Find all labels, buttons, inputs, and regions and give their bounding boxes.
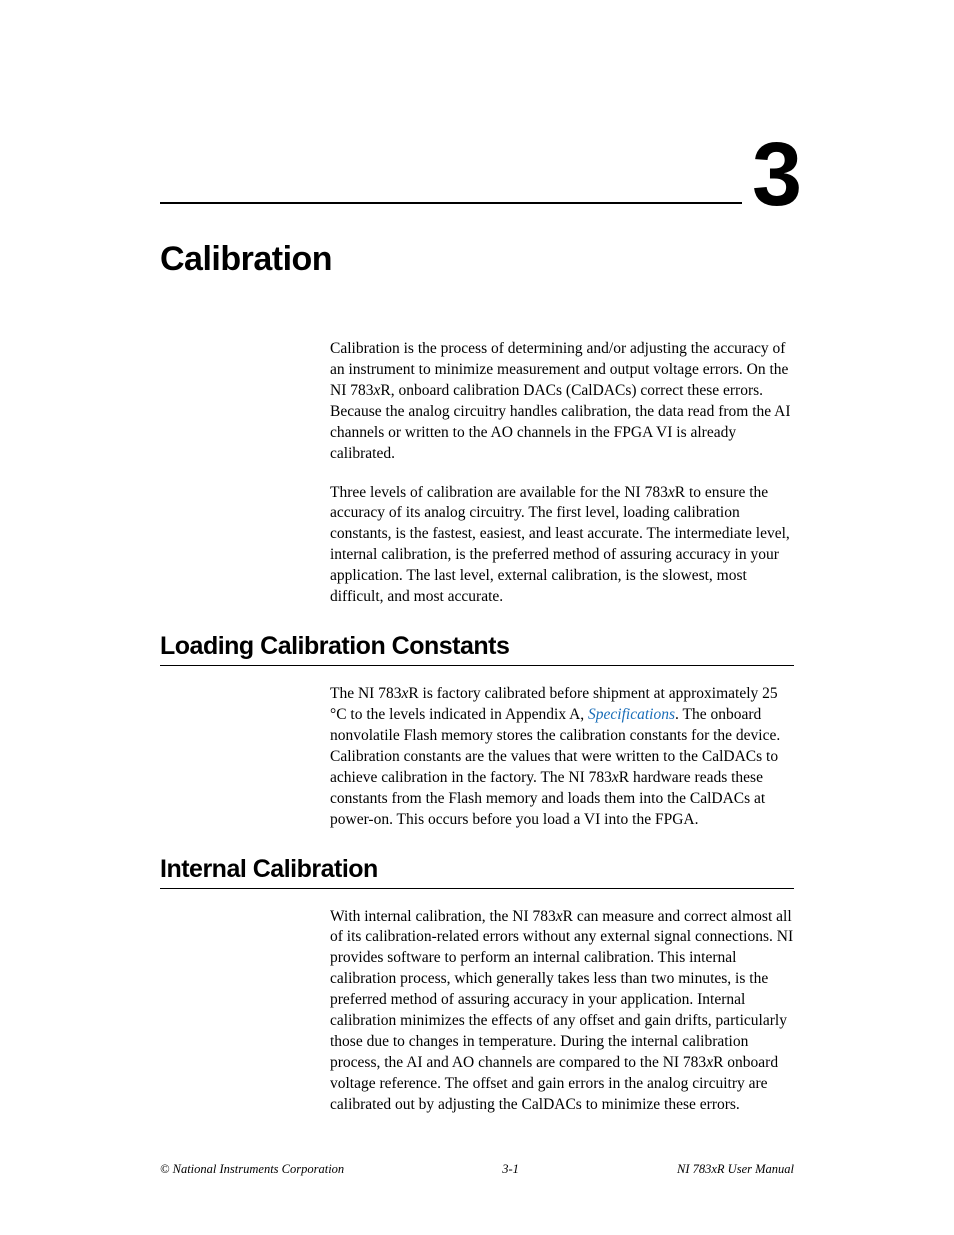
- section-rule: [160, 665, 794, 666]
- text-run: Three levels of calibration are availabl…: [330, 484, 668, 501]
- page-footer: © National Instruments Corporation 3-1 N…: [160, 1162, 794, 1177]
- text-run: R, onboard calibration DACs (CalDACs) co…: [330, 382, 791, 462]
- italic-x: x: [556, 908, 563, 925]
- text-run: R can measure and correct almost all of …: [330, 908, 793, 1071]
- footer-page-number: 3-1: [502, 1162, 519, 1177]
- text-run: R to ensure the accuracy of its analog c…: [330, 484, 790, 606]
- internal-block: With internal calibration, the NI 783xR …: [330, 907, 794, 1116]
- loading-paragraph-1: The NI 783xR is factory calibrated befor…: [330, 684, 794, 830]
- italic-x: x: [612, 769, 619, 786]
- intro-paragraph-2: Three levels of calibration are availabl…: [330, 483, 794, 609]
- intro-paragraph-1: Calibration is the process of determinin…: [330, 339, 794, 465]
- chapter-number: 3: [742, 130, 802, 220]
- chapter-title: Calibration: [160, 240, 794, 279]
- section-title-internal: Internal Calibration: [160, 855, 794, 884]
- chapter-rule: [160, 202, 794, 204]
- text-run: With internal calibration, the NI 783: [330, 908, 556, 925]
- footer-left: © National Instruments Corporation: [160, 1162, 344, 1177]
- loading-block: The NI 783xR is factory calibrated befor…: [330, 684, 794, 830]
- text-run: The NI 783: [330, 685, 401, 702]
- section-title-loading: Loading Calibration Constants: [160, 632, 794, 661]
- chapter-header-bar: 3: [160, 150, 794, 210]
- italic-x: x: [668, 484, 675, 501]
- internal-paragraph-1: With internal calibration, the NI 783xR …: [330, 907, 794, 1116]
- intro-block: Calibration is the process of determinin…: [330, 339, 794, 608]
- specifications-link[interactable]: Specifications: [588, 706, 675, 723]
- section-rule: [160, 888, 794, 889]
- footer-right: NI 783xR User Manual: [677, 1162, 794, 1177]
- document-page: 3 Calibration Calibration is the process…: [0, 0, 954, 1235]
